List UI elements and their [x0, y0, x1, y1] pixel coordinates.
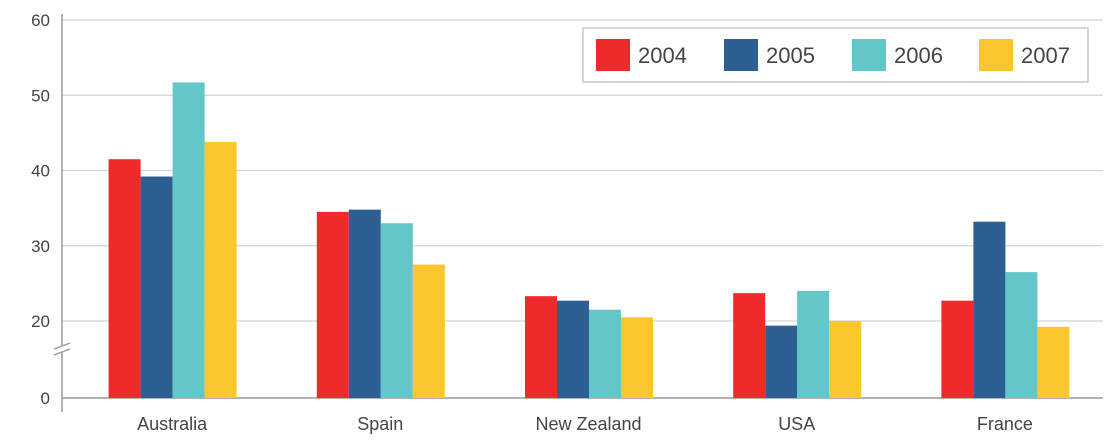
legend-label: 2006 [894, 43, 943, 68]
legend-swatch [724, 39, 758, 71]
bar [829, 321, 862, 398]
legend-swatch [596, 39, 630, 71]
axis-break-mark [53, 342, 71, 350]
bar [941, 300, 974, 398]
x-category-label: USA [778, 414, 815, 434]
legend: 2004 2005 2006 2007 [582, 27, 1089, 83]
y-tick-label: 0 [41, 389, 50, 408]
bar [1005, 272, 1038, 398]
legend-label: 2005 [766, 43, 815, 68]
x-category-label: New Zealand [535, 414, 641, 434]
bar [525, 296, 557, 398]
bar [108, 159, 141, 398]
axis-break-mark [53, 348, 71, 356]
bar [412, 264, 445, 398]
bar [348, 209, 381, 398]
x-category-label: France [977, 414, 1033, 434]
bar [797, 290, 830, 398]
y-tick-label: 20 [31, 312, 50, 331]
bar [316, 211, 349, 398]
legend-swatch [979, 39, 1013, 71]
bars [108, 82, 1070, 399]
legend-label: 2007 [1021, 43, 1070, 68]
axes: 0 20 30 40 50 60 Australia Spain New Zealand USA F… [31, 11, 1033, 434]
y-tick-label: 60 [31, 11, 50, 30]
y-tick-label: 40 [31, 162, 50, 181]
bar [589, 309, 621, 398]
y-tick-label: 30 [31, 237, 50, 256]
bar [973, 221, 1006, 398]
bar [621, 317, 653, 398]
bar [1037, 326, 1070, 398]
bar [380, 223, 413, 398]
y-tick-label: 50 [31, 86, 50, 105]
bar [204, 141, 237, 398]
bar [557, 300, 589, 398]
legend-swatch [852, 39, 886, 71]
bar [733, 293, 766, 398]
bar [172, 82, 205, 399]
legend-label: 2004 [638, 43, 687, 68]
bar [765, 325, 798, 398]
x-category-label: Australia [137, 414, 208, 434]
bar [140, 176, 173, 398]
x-category-label: Spain [357, 414, 403, 434]
